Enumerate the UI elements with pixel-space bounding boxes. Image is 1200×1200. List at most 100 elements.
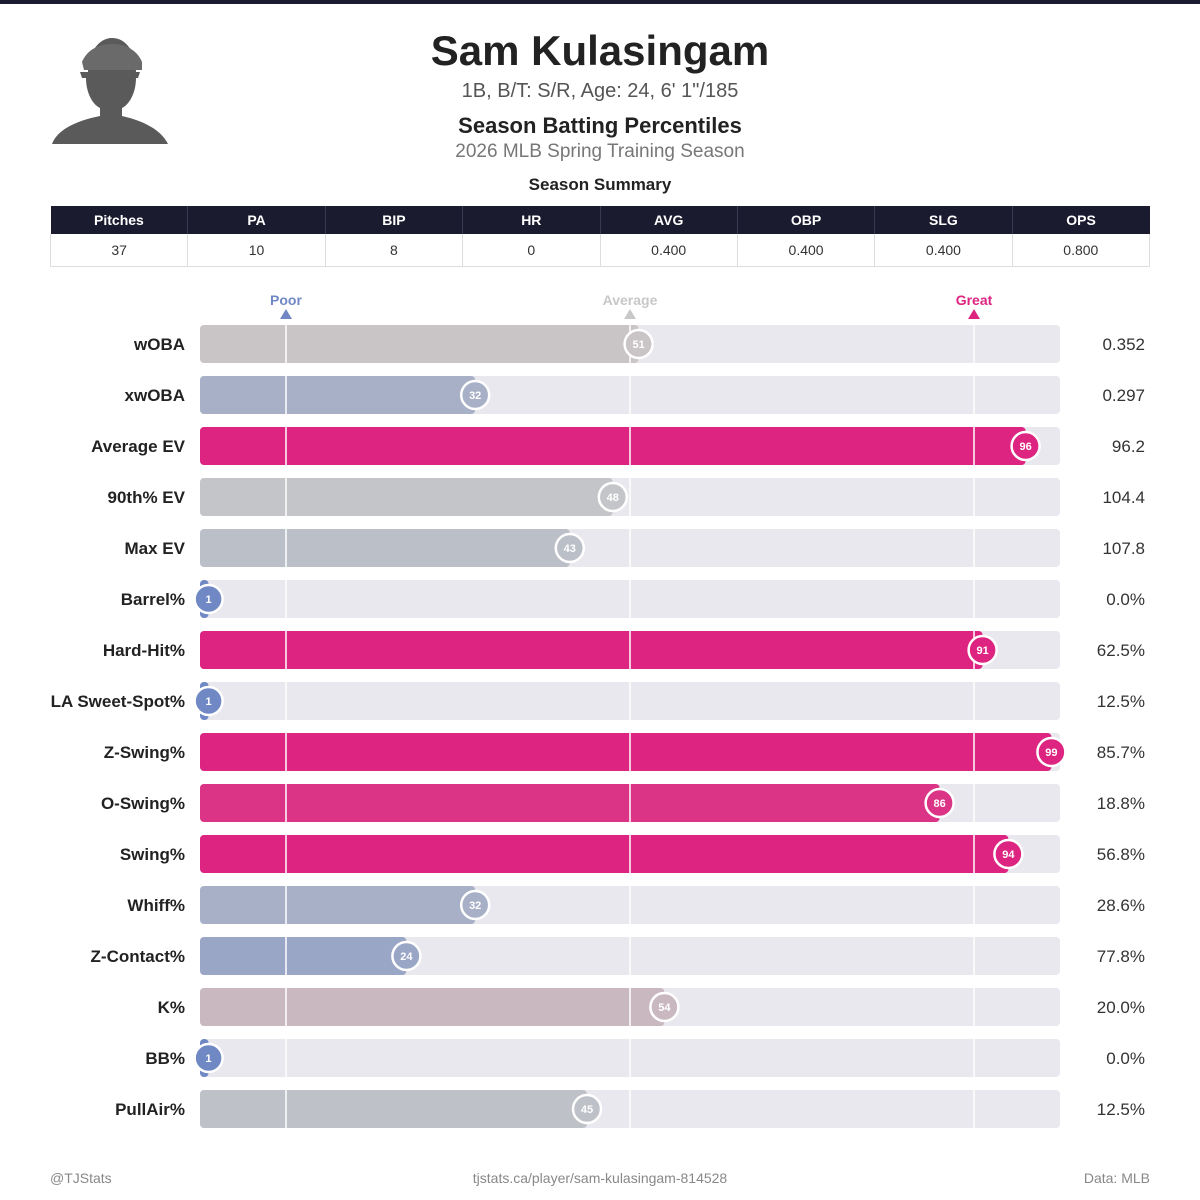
stat-value: 12.5% <box>1097 1100 1145 1119</box>
percentile-value: 32 <box>469 390 481 402</box>
summary-value-cell: 0.400 <box>874 234 1013 267</box>
season-summary-table: Pitches PA BIP HR AVG OBP SLG OPS 37 10 … <box>49 206 1151 267</box>
summary-value-cell: 8 <box>325 234 464 267</box>
summary-value-cell: 0.400 <box>737 234 876 267</box>
percentile-bubble <box>391 940 422 972</box>
percentile-bar <box>200 784 940 822</box>
percentile-value: 96 <box>1019 441 1031 453</box>
percentile-bubble <box>924 787 955 819</box>
percentile-bar <box>200 478 613 516</box>
player-bio: 1B, B/T: S/R, Age: 24, 6' 1"/185 <box>461 80 739 102</box>
percentile-bar <box>200 631 983 669</box>
stat-value: 56.8% <box>1097 845 1145 864</box>
percentile-value: 91 <box>976 645 988 657</box>
stat-value: 62.5% <box>1097 641 1145 660</box>
stat-value: 96.2 <box>1112 437 1145 456</box>
summary-value-cell: 0.800 <box>1012 234 1151 267</box>
summary-header-cell: Pitches <box>50 206 189 234</box>
percentile-bar <box>200 886 476 924</box>
percentile-bar <box>200 733 1052 771</box>
top-accent-bar <box>0 0 1200 4</box>
percentile-bubble <box>597 481 629 513</box>
metric-label: PullAir% <box>115 1100 185 1119</box>
stat-value: 28.6% <box>1097 896 1145 915</box>
stat-value: 0.0% <box>1106 1049 1145 1068</box>
metric-label: xwOBA <box>125 386 185 405</box>
percentile-bubble <box>554 532 586 564</box>
metric-label: Max EV <box>125 539 186 558</box>
metric-label: K% <box>158 998 185 1017</box>
marker-triangle-icon <box>624 309 636 319</box>
percentile-bubble <box>571 1093 603 1125</box>
summary-header-cell: PA <box>187 206 326 234</box>
percentile-bubble <box>459 889 491 921</box>
percentile-value: 51 <box>632 339 644 351</box>
percentile-bubble <box>459 379 491 411</box>
player-silhouette-icon <box>52 38 168 144</box>
percentile-bar <box>200 835 1009 873</box>
percentile-bar <box>200 376 476 414</box>
summary-value-cell: 10 <box>187 234 326 267</box>
percentile-bar <box>200 325 639 363</box>
stat-value: 12.5% <box>1097 692 1145 711</box>
summary-header-row: Pitches PA BIP HR AVG OBP SLG OPS <box>50 206 1150 234</box>
stat-value: 0.0% <box>1106 590 1145 609</box>
stat-value: 85.7% <box>1097 743 1145 762</box>
metric-label: Z-Swing% <box>104 743 185 762</box>
marker-triangle-icon <box>968 309 980 319</box>
percentile-value: 1 <box>206 1053 212 1065</box>
percentile-bar <box>200 1090 587 1128</box>
stat-value: 0.352 <box>1102 335 1145 354</box>
summary-value-cell: 0 <box>462 234 601 267</box>
metric-label: wOBA <box>133 335 185 354</box>
metric-label: Barrel% <box>121 590 185 609</box>
percentile-bubble <box>1036 736 1067 768</box>
percentile-value: 48 <box>607 492 619 504</box>
percentile-bubble <box>623 328 654 360</box>
percentile-value: 94 <box>1002 849 1015 861</box>
percentile-value: 1 <box>206 696 212 708</box>
metric-label: BB% <box>145 1049 185 1068</box>
summary-header-cell: OPS <box>1012 206 1150 234</box>
footer-url[interactable]: tjstats.ca/player/sam-kulasingam-814528 <box>472 1170 728 1186</box>
marker-label-average: Average <box>603 292 658 308</box>
stat-value: 20.0% <box>1097 998 1145 1017</box>
percentile-bubble <box>193 685 224 717</box>
percentile-bubble <box>967 634 998 666</box>
summary-header-cell: OBP <box>737 206 876 234</box>
percentile-value: 45 <box>581 1104 593 1116</box>
percentile-value: 54 <box>658 1002 671 1014</box>
player-name: Sam Kulasingam <box>430 27 770 74</box>
percentile-value: 32 <box>469 900 481 912</box>
metric-label: Swing% <box>120 845 185 864</box>
percentile-bar <box>200 937 407 975</box>
player-header: Sam Kulasingam 1B, B/T: S/R, Age: 24, 6'… <box>300 26 900 164</box>
chart-title: Season Batting Percentiles <box>458 113 742 138</box>
summary-title: Season Summary <box>528 175 672 194</box>
summary-value-cell: 0.400 <box>600 234 738 267</box>
summary-value-cell: 37 <box>49 234 189 267</box>
percentile-chart: Poor Average Great wOBA 51 0.352 xwOBA 32 0.297 A… <box>51 292 1145 1128</box>
metric-label: Z-Contact% <box>91 947 185 966</box>
percentile-bar <box>200 427 1026 465</box>
percentile-value: 24 <box>400 951 413 963</box>
stat-value: 107.8 <box>1102 539 1145 558</box>
percentile-bar <box>200 529 570 567</box>
metric-label: LA Sweet-Spot% <box>51 692 185 711</box>
stat-value: 18.8% <box>1097 794 1145 813</box>
marker-label-poor: Poor <box>270 292 302 308</box>
summary-header-cell: SLG <box>874 206 1013 234</box>
footer-source: Data: MLB <box>1083 1170 1150 1186</box>
percentile-bubble <box>649 991 680 1023</box>
metric-label: Average EV <box>91 437 186 456</box>
metric-label: Whiff% <box>127 896 185 915</box>
season-label: 2026 MLB Spring Training Season <box>455 141 745 162</box>
percentile-bubble <box>193 1042 224 1074</box>
stat-value: 77.8% <box>1097 947 1145 966</box>
percentile-bubble <box>193 583 224 615</box>
percentile-value: 99 <box>1045 747 1057 759</box>
stat-value: 0.297 <box>1102 386 1145 405</box>
percentile-bubble <box>993 838 1024 870</box>
percentile-bubble <box>1010 430 1041 462</box>
footer-credit: @TJStats <box>50 1170 112 1186</box>
